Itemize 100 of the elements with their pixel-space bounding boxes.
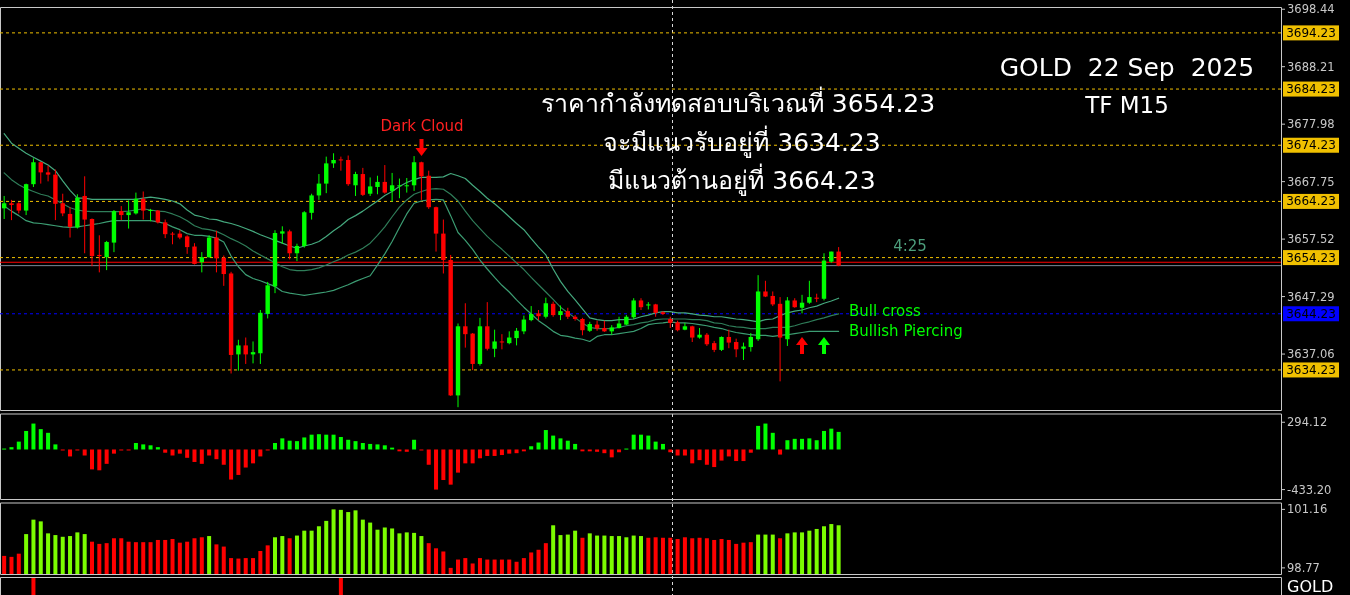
candlestick [126,199,131,230]
bar [302,437,307,450]
bar [565,440,570,450]
annotation: 4:25 [893,237,927,255]
bar [712,449,717,468]
bar [97,449,102,471]
bar [456,449,460,473]
candlestick [799,294,805,314]
ref-line-label: 3684.23 [1286,82,1336,97]
candlestick [1,195,7,220]
annotation: Bullish Piercing [849,322,963,340]
bar [770,432,775,450]
bar [309,434,314,450]
candlestick [543,297,549,319]
candlestick [631,297,636,320]
y-tick-label: 101.16 [1287,502,1328,517]
bar [404,449,409,452]
y-tick-label: 98.77 [1287,560,1320,575]
bar [741,449,746,462]
bar [814,440,819,450]
bar [412,439,417,450]
bar [682,449,687,456]
candlestick [287,229,292,260]
candlestick [338,156,344,172]
bar [16,441,21,450]
bar [82,449,87,456]
bar [675,449,680,456]
bar [704,449,709,465]
bar [463,449,468,464]
bar [199,449,204,464]
bar [690,449,695,464]
candlestick [104,240,109,271]
ref-line-label: 3674.23 [1286,138,1336,153]
candlestick [382,164,387,195]
candlestick [492,329,497,358]
ref-line-label: 3644.23 [1286,306,1336,321]
bar [214,449,219,460]
bar [763,423,768,450]
candlestick [726,329,732,349]
text: TF M15 [1084,92,1169,118]
bar [46,432,51,450]
bar [243,449,248,468]
bar [331,434,336,450]
candlestick [148,208,153,222]
candlestick [243,337,248,365]
bar [470,449,475,464]
bar [346,439,351,450]
candlestick [463,302,468,349]
candlestick [404,177,409,194]
annotation: จะมีแนวรับอยู่ที่ 3634.23 [603,124,881,158]
candlestick [594,320,600,332]
bar [287,440,292,450]
bar [595,449,600,452]
bar [280,438,285,450]
bar [748,449,753,453]
y-tick-label: 3647.29 [1287,289,1335,304]
bar [258,449,263,457]
ref-line-label: 3694.23 [1286,25,1336,40]
candlestick [9,199,14,221]
bar [646,435,651,450]
candlestick [353,171,358,197]
candlestick [748,332,753,353]
bar [800,438,805,450]
candlestick [45,165,51,182]
bar [148,445,153,450]
bar [133,443,138,450]
bar [734,449,739,462]
bar [141,444,146,450]
candlestick [60,193,65,217]
bar [829,428,834,450]
bar [499,449,504,456]
bar [316,434,321,450]
bar [785,440,790,450]
bar [653,441,658,450]
candlestick [309,193,314,221]
bar [492,449,497,456]
y-tick-label: 3677.98 [1287,117,1335,132]
candlestick [163,219,168,239]
text: GOLD [1287,576,1334,595]
candlestick [67,206,73,239]
bar [719,449,724,461]
bar [558,438,563,450]
bar [207,449,212,456]
candlestick [360,167,366,197]
bar [507,449,512,454]
y-tick-label: 3637.06 [1287,347,1335,362]
candlestick [236,339,241,372]
candlestick [170,231,175,245]
candlestick [324,156,329,194]
candlestick [375,175,380,195]
bar [38,429,43,450]
ref-line-label: 3654.23 [1286,250,1336,265]
candlestick [82,175,87,254]
candlestick [616,316,622,330]
y-tick-label: -433.20 [1287,482,1332,497]
bar [163,449,168,453]
bar [543,430,548,450]
candlestick [807,280,812,305]
bar [514,449,519,454]
bar [68,449,73,457]
